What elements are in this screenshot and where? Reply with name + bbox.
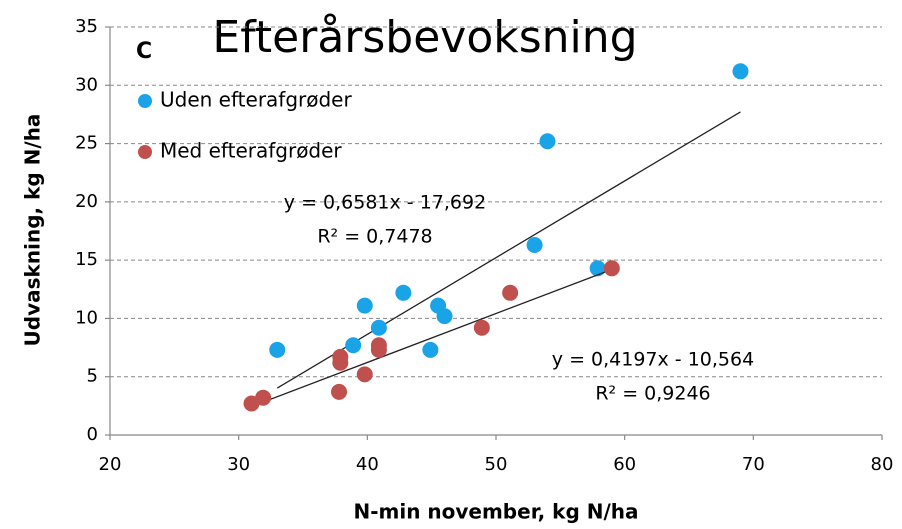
point [502, 284, 519, 301]
point [732, 63, 749, 80]
point [436, 308, 453, 325]
legend-marker [138, 94, 152, 108]
chart-title: Efterårsbevoksning [212, 12, 637, 63]
x-tick-label: 30 [227, 454, 250, 475]
x-tick-label: 40 [356, 454, 379, 475]
point [370, 341, 387, 358]
point [395, 284, 412, 301]
point [526, 236, 543, 253]
y-tick-label: 25 [75, 133, 98, 154]
point [539, 133, 556, 150]
y-tick-label: 0 [87, 424, 98, 445]
trendline-equation: y = 0,6581x - 17,692 [284, 192, 486, 214]
point [269, 341, 286, 358]
trendline-equation: y = 0,4197x - 10,564 [552, 349, 754, 371]
x-tick-label: 50 [485, 454, 508, 475]
legend-label: Med efterafgrøder [160, 139, 342, 163]
point [356, 297, 373, 314]
x-axis-label: N-min november, kg N/ha [353, 500, 638, 524]
y-axis-label: Udvaskning, kg N/ha [21, 114, 45, 347]
y-tick-label: 15 [75, 249, 98, 270]
point [331, 383, 348, 400]
x-tick-label: 70 [742, 454, 765, 475]
x-tick-label: 60 [613, 454, 636, 475]
y-tick-label: 10 [75, 307, 98, 328]
legend-marker [138, 145, 152, 159]
point [603, 260, 620, 277]
y-tick-label: 35 [75, 16, 98, 37]
panel-label: C [136, 39, 152, 64]
x-tick-label: 80 [871, 454, 894, 475]
trendline-r2: R² = 0,7478 [317, 226, 432, 248]
point [589, 260, 606, 277]
point [370, 319, 387, 336]
point [473, 319, 490, 336]
legend-label: Uden efterafgrøder [160, 88, 352, 112]
y-tick-label: 30 [75, 74, 98, 95]
y-tick-label: 5 [87, 366, 98, 387]
point [422, 341, 439, 358]
y-tick-label: 20 [75, 191, 98, 212]
trendline [251, 268, 613, 408]
point [345, 337, 362, 354]
point [332, 354, 349, 371]
point [356, 366, 373, 383]
trendline-r2: R² = 0,9246 [595, 383, 710, 405]
x-tick-label: 20 [99, 454, 122, 475]
point [255, 389, 272, 406]
